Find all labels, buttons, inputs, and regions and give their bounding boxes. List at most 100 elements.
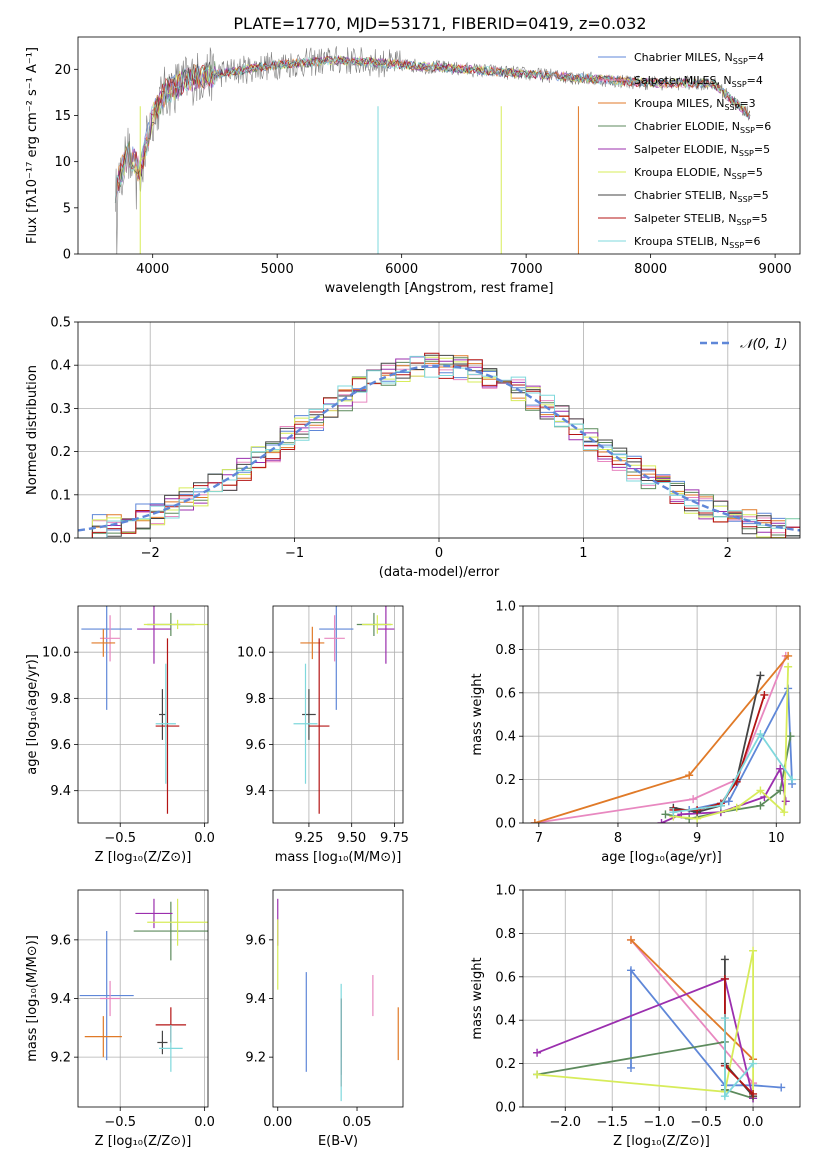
normal-reference-curve (78, 364, 800, 532)
legend-entry: 𝒩(0, 1) (740, 337, 787, 352)
data-point (155, 638, 180, 814)
x-tick-label: 8000 (634, 262, 667, 277)
legend-entry: Salpeter ELODIE, NSSP=5 (634, 143, 770, 158)
weight-marker (530, 819, 539, 823)
data-point (137, 606, 171, 664)
x-tick-label: −1 (285, 546, 304, 561)
weight-marker (626, 1063, 635, 1072)
x-axis-label: wavelength [Angstrom, rest frame] (325, 281, 554, 296)
x-tick-label: 0.0 (194, 831, 215, 846)
legend-entry: Kroupa ELODIE, NSSP=5 (634, 166, 763, 181)
x-tick-label: −2 (141, 546, 160, 561)
plot-area (78, 352, 800, 538)
axes-frame (272, 889, 404, 1108)
data-point (135, 898, 173, 929)
y-tick-label: 9.4 (245, 992, 266, 1007)
y-tick-label: 0.1 (50, 488, 71, 503)
x-tick-label: 9 (693, 831, 701, 846)
x-axis-label: E(B-V) (318, 1134, 358, 1149)
legend-nssp: 6 (764, 120, 771, 133)
legend-entry: Salpeter STELIB, NSSP=5 (634, 212, 768, 227)
weight-marker (657, 819, 666, 823)
legend-series-name: Salpeter STELIB (634, 212, 721, 225)
y-tick-label: 0.6 (495, 686, 516, 701)
x-tick-label: 4000 (136, 262, 169, 277)
weight-marker (756, 671, 765, 680)
legend-nssp: 4 (757, 51, 764, 64)
legend-eq: = (753, 189, 762, 202)
legend-sep: , N (722, 189, 737, 202)
legend-sep: , N (725, 120, 740, 133)
y-tick-label: 0.2 (495, 773, 516, 788)
weight-marker (720, 1014, 729, 1023)
legend-sep: , N (721, 212, 736, 225)
weight-marker (533, 1048, 542, 1057)
y-tick-label: 10.0 (237, 646, 266, 661)
legend-series-name: Chabrier ELODIE (634, 120, 725, 133)
weight-marker (626, 966, 635, 975)
x-tick-label: −0.5 (104, 831, 136, 846)
y-tick-label: 0.3 (50, 402, 71, 417)
legend-sub: SSP (736, 218, 751, 227)
weight-marker (724, 797, 733, 806)
legend-sub: SSP (732, 172, 747, 181)
data-point (79, 931, 134, 1061)
y-tick-label: 0.4 (495, 730, 516, 745)
axes-frame (522, 605, 801, 824)
x-tick-label: 7000 (510, 262, 543, 277)
y-axis-label: age [log₁₀(age/yr)] (25, 654, 40, 775)
legend-eq: = (748, 51, 757, 64)
weight-marker (776, 786, 785, 795)
legend-series-name: Kroupa MILES (634, 97, 709, 110)
weight-marker (669, 808, 678, 817)
x-tick-label: 9000 (759, 262, 792, 277)
legend-nssp: 5 (763, 143, 770, 156)
panel-age-vs-z: −0.5 0.0 9.4 9.6 9.8 10.0 Z [log₁₀(Z/Z⊙)] age [… (25, 605, 215, 865)
y-tick-label: 9.6 (245, 738, 266, 753)
weight-series-line (689, 685, 793, 811)
weight-marker (716, 801, 725, 810)
data-point (159, 689, 166, 740)
legend-series-name: Chabrier MILES (634, 51, 718, 64)
axes-frame (77, 889, 209, 1108)
x-axis-label: mass [log₁₀(M/M⊙)] (275, 850, 402, 865)
weight-marker (784, 651, 793, 660)
y-tick-label: 0.4 (495, 1014, 516, 1029)
y-tick-label: 0 (63, 248, 71, 263)
weight-marker (720, 1092, 729, 1101)
weight-series-line (534, 655, 787, 823)
x-axis-label: Z [log₁₀(Z/Z⊙)] (613, 1134, 710, 1149)
x-axis-label: Z [log₁₀(Z/Z⊙)] (95, 850, 192, 865)
weight-marker (626, 935, 635, 944)
y-tick-label: 9.4 (245, 784, 266, 799)
y-tick-label: 20 (54, 63, 71, 78)
legend-nssp: 5 (761, 212, 768, 225)
legend-series-name: Salpeter MILES (634, 74, 716, 87)
y-tick-label: 9.4 (50, 784, 71, 799)
x-tick-label: 9.25 (294, 831, 323, 846)
weight-marker (756, 786, 765, 795)
data-point (300, 626, 325, 660)
weight-marker (784, 662, 793, 671)
legend-sep: , N (709, 97, 724, 110)
data-point (99, 980, 121, 1017)
x-tick-label: 7 (535, 831, 543, 846)
x-tick-label: 10 (768, 831, 785, 846)
y-tick-label: 9.6 (50, 738, 71, 753)
weight-series-line (537, 950, 754, 1097)
weight-marker (780, 808, 789, 817)
y-tick-label: 0.0 (50, 532, 71, 547)
plot-area (79, 898, 208, 1072)
legend-eq: = (754, 143, 763, 156)
legend-sub: SSP (729, 241, 744, 250)
y-tick-label: 15 (54, 109, 71, 124)
x-tick-label: 5000 (261, 262, 294, 277)
data-point (157, 1030, 168, 1055)
data-point (308, 638, 330, 814)
x-tick-label: 0.0 (743, 1115, 764, 1130)
weight-marker (756, 801, 765, 810)
y-tick-label: 0.2 (50, 445, 71, 460)
legend-sub: SSP (733, 57, 748, 66)
weight-series-line (673, 732, 793, 813)
